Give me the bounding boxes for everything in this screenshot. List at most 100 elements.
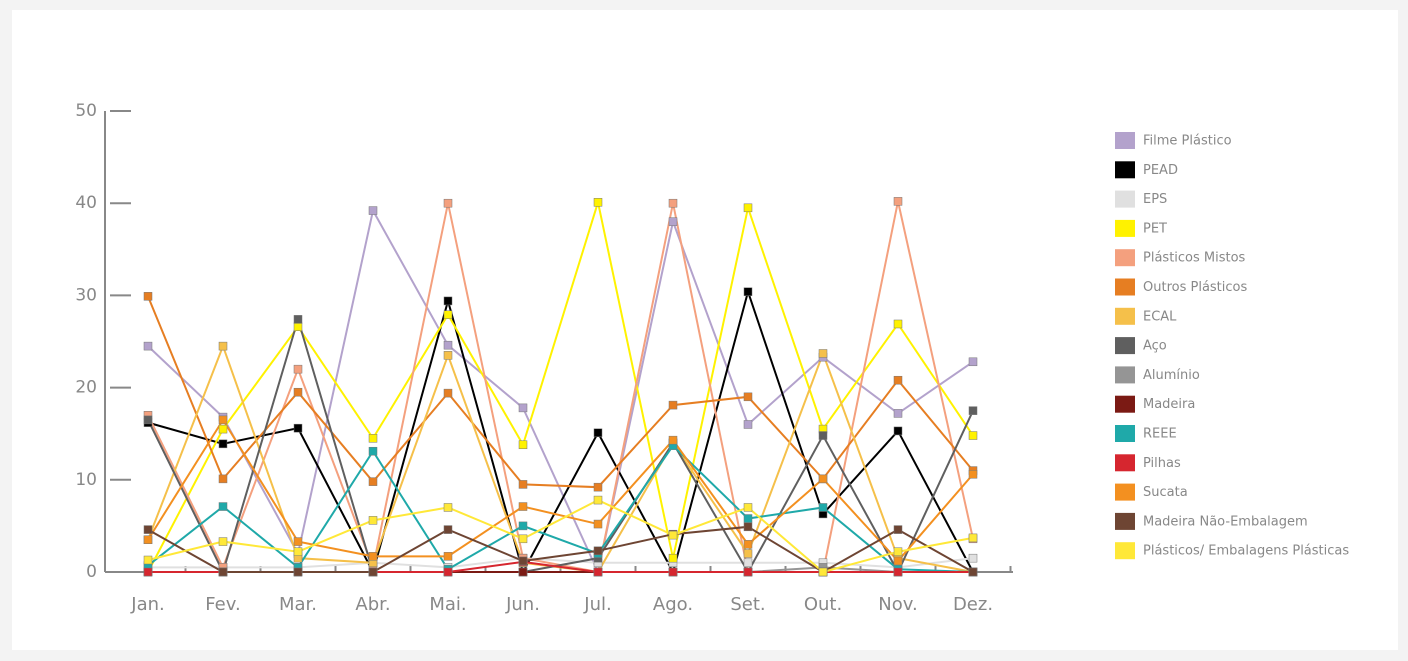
- legend-label: EPS: [1143, 192, 1167, 207]
- point-marker: [293, 423, 303, 433]
- legend-swatch: [1115, 249, 1135, 267]
- point-marker: [443, 525, 453, 534]
- x-tick-label: Mai.: [429, 594, 466, 615]
- point-marker: [143, 292, 153, 301]
- point-marker: [218, 341, 228, 351]
- point-marker: [443, 296, 453, 306]
- point-marker: [743, 558, 753, 568]
- point-marker: [968, 553, 978, 563]
- point-marker: [293, 322, 303, 331]
- point-marker: [593, 567, 603, 577]
- point-marker: [818, 567, 828, 577]
- legend-swatch: [1115, 161, 1135, 179]
- series-line: [147, 417, 974, 563]
- point-marker: [143, 535, 153, 544]
- legend-swatch: [1115, 366, 1135, 384]
- legend-label: Plásticos/ Embalagens Plásticas: [1143, 544, 1349, 559]
- series-line: [147, 315, 974, 575]
- point-marker: [218, 567, 228, 577]
- legend-swatch: [1115, 512, 1135, 530]
- point-marker: [518, 480, 528, 489]
- legend-label: Filme Plástico: [1143, 134, 1232, 149]
- x-tick-label: Jul.: [583, 594, 611, 615]
- point-marker: [743, 420, 753, 429]
- point-marker: [293, 537, 303, 546]
- point-marker: [968, 431, 978, 440]
- point-marker: [443, 388, 453, 398]
- series-line: [147, 198, 974, 573]
- point-marker: [593, 482, 603, 492]
- point-marker: [143, 525, 153, 534]
- point-marker: [218, 502, 228, 511]
- point-marker: [518, 556, 528, 566]
- point-marker: [818, 503, 828, 512]
- x-tick-label: Abr.: [355, 594, 390, 615]
- point-marker: [743, 287, 753, 296]
- point-marker: [518, 534, 528, 544]
- legend-label: Madeira: [1143, 397, 1195, 412]
- point-marker: [443, 198, 453, 208]
- point-marker: [443, 340, 453, 350]
- point-marker: [668, 530, 678, 540]
- point-marker: [218, 439, 228, 449]
- point-marker: [293, 387, 303, 397]
- point-marker: [893, 567, 903, 577]
- point-marker: [893, 525, 903, 534]
- legend-swatch: [1115, 395, 1135, 413]
- y-tick-label: 20: [75, 378, 97, 398]
- x-tick-label: Ago.: [653, 594, 693, 615]
- point-marker: [368, 206, 378, 215]
- x-tick-label: Dez.: [953, 594, 993, 615]
- point-marker: [293, 315, 303, 324]
- series-line: [147, 525, 974, 574]
- x-tick-label: Mar.: [279, 594, 317, 615]
- point-marker: [668, 400, 678, 410]
- point-marker: [443, 567, 453, 577]
- legend-swatch: [1115, 278, 1135, 296]
- point-marker: [518, 403, 528, 413]
- point-marker: [368, 434, 378, 443]
- point-marker: [968, 406, 978, 415]
- point-marker: [668, 217, 678, 226]
- point-marker: [368, 477, 378, 486]
- point-marker: [593, 495, 603, 505]
- point-marker: [218, 424, 228, 434]
- legend-label: Aço: [1143, 339, 1167, 354]
- legend-label: Plásticos Mistos: [1143, 251, 1246, 266]
- point-marker: [143, 341, 153, 351]
- point-marker: [743, 203, 753, 213]
- legend-label: Outros Plásticos: [1143, 280, 1247, 295]
- point-marker: [743, 567, 753, 577]
- series-line: [147, 207, 974, 576]
- point-marker: [893, 547, 903, 556]
- point-marker: [743, 522, 753, 532]
- x-tick-label: Jun.: [505, 594, 540, 615]
- y-tick-label: 0: [86, 562, 97, 582]
- series-line: [147, 288, 974, 575]
- point-marker: [893, 556, 903, 566]
- point-marker: [893, 426, 903, 436]
- point-marker: [143, 555, 153, 565]
- y-tick-label: 30: [75, 285, 97, 305]
- y-tick-label: 40: [75, 193, 97, 213]
- point-marker: [518, 502, 528, 511]
- x-tick-label: Fev.: [205, 594, 240, 615]
- point-marker: [818, 431, 828, 440]
- point-marker: [518, 521, 528, 531]
- legend-label: PET: [1143, 221, 1167, 236]
- series-line: [147, 295, 974, 489]
- point-marker: [968, 470, 978, 479]
- point-marker: [743, 549, 753, 558]
- legend-label: REEE: [1143, 427, 1177, 442]
- point-marker: [893, 197, 903, 206]
- point-marker: [368, 446, 378, 456]
- point-marker: [593, 519, 603, 529]
- point-marker: [218, 537, 228, 546]
- point-marker: [743, 540, 753, 549]
- point-marker: [968, 567, 978, 577]
- point-marker: [893, 375, 903, 385]
- legend-label: Sucata: [1143, 485, 1188, 500]
- point-marker: [443, 351, 453, 360]
- legend-swatch: [1115, 425, 1135, 442]
- point-marker: [818, 474, 828, 484]
